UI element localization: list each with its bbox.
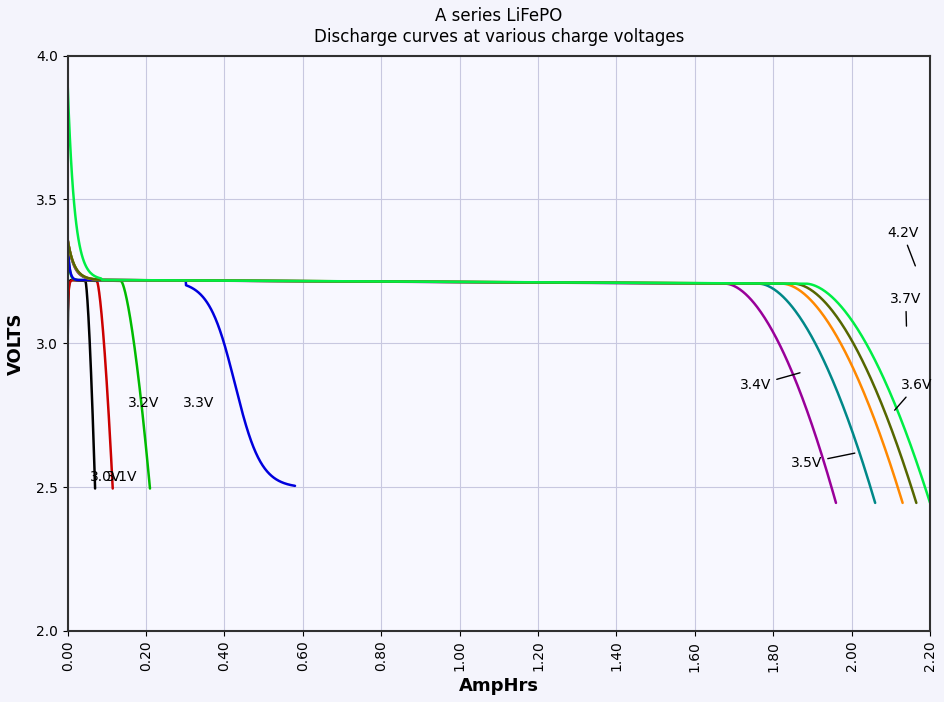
Text: 3.2V: 3.2V [128, 395, 160, 409]
Text: 3.7V: 3.7V [890, 292, 921, 326]
Text: 3.3V: 3.3V [183, 395, 214, 409]
Text: 3.1V: 3.1V [106, 470, 138, 484]
Text: 3.0V: 3.0V [91, 470, 122, 484]
Y-axis label: VOLTS: VOLTS [7, 312, 25, 375]
Text: 4.2V: 4.2V [887, 226, 919, 266]
Title: A series LiFePO
Discharge curves at various charge voltages: A series LiFePO Discharge curves at vari… [313, 7, 684, 46]
X-axis label: AmpHrs: AmpHrs [459, 677, 539, 695]
Text: 3.6V: 3.6V [895, 378, 932, 410]
Text: 3.4V: 3.4V [740, 373, 800, 392]
Text: 3.5V: 3.5V [791, 453, 855, 470]
